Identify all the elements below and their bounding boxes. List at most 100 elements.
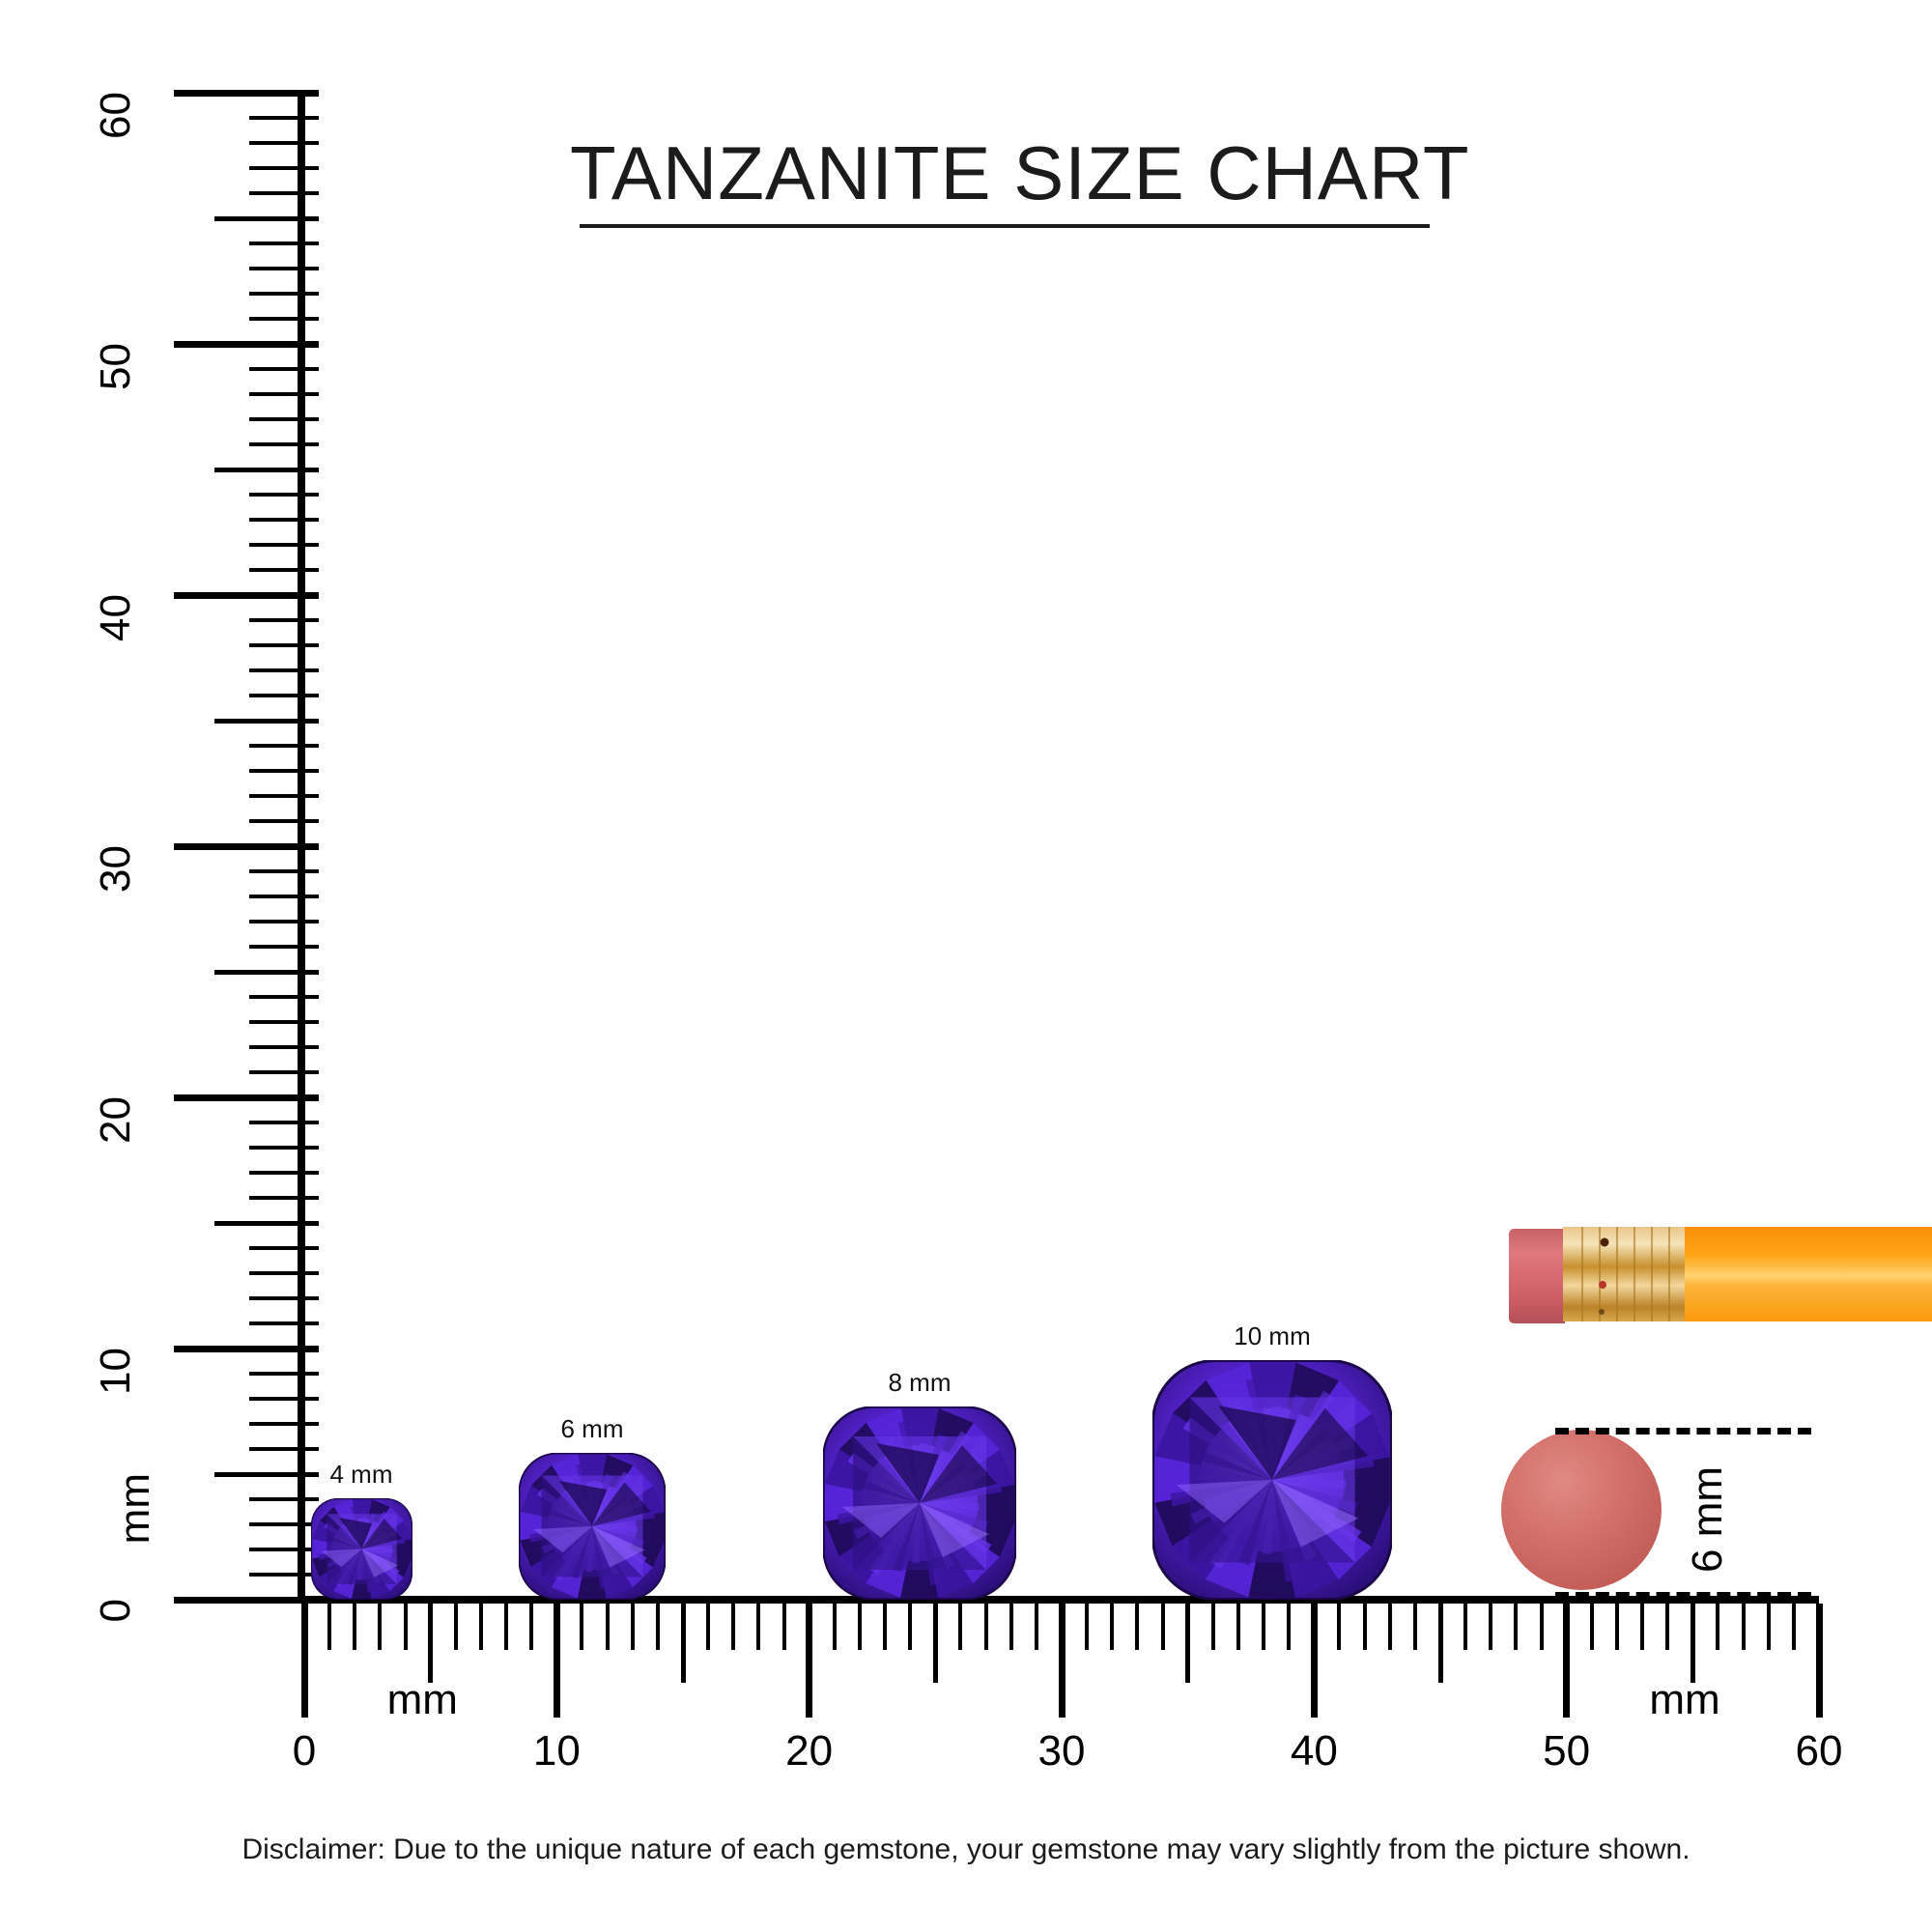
- horizontal-ruler-unit-label-2: mm: [1649, 1676, 1720, 1723]
- gemstone-label-8mm: 8 mm: [888, 1368, 952, 1397]
- gemstone-10mm: 10 mm: [1152, 1321, 1392, 1600]
- horizontal-ruler-tick-30: [1058, 1604, 1065, 1718]
- horizontal-ruler-tick-39: [1287, 1604, 1292, 1650]
- page-title: TANZANITE SIZE CHART: [570, 130, 1470, 215]
- horizontal-ruler-tick-33: [1135, 1604, 1140, 1650]
- vertical-ruler-tick-47: [249, 417, 319, 421]
- vertical-ruler-tick-33: [249, 769, 319, 773]
- horizontal-ruler-tick-40: [1310, 1604, 1318, 1718]
- horizontal-ruler-tick-6: [453, 1604, 458, 1650]
- horizontal-ruler-label-0: 0: [292, 1727, 317, 1775]
- horizontal-ruler-tick-42: [1362, 1604, 1367, 1650]
- vertical-ruler-tick-53: [249, 267, 319, 270]
- horizontal-ruler-tick-2: [353, 1604, 357, 1650]
- vertical-ruler-tick-35: [214, 718, 319, 724]
- horizontal-ruler-tick-23: [883, 1604, 888, 1650]
- dimension-line-top: [1555, 1428, 1811, 1435]
- vertical-ruler-tick-28: [249, 895, 319, 898]
- horizontal-ruler-tick-28: [1009, 1604, 1013, 1650]
- vertical-ruler-tick-55: [214, 215, 319, 221]
- horizontal-ruler-tick-44: [1412, 1604, 1417, 1650]
- horizontal-ruler-label-20: 20: [785, 1727, 834, 1775]
- page-title-block: TANZANITE SIZE CHART: [570, 130, 1470, 228]
- horizontal-ruler-tick-21: [832, 1604, 837, 1650]
- horizontal-ruler-tick-36: [1210, 1604, 1215, 1650]
- horizontal-ruler-tick-12: [605, 1604, 610, 1650]
- vertical-ruler-tick-48: [249, 392, 319, 396]
- vertical-ruler-tick-30: [174, 842, 319, 850]
- horizontal-ruler-tick-9: [529, 1604, 534, 1650]
- vertical-ruler-tick-45: [214, 467, 319, 472]
- horizontal-ruler-tick-56: [1716, 1604, 1720, 1650]
- vertical-ruler-tick-44: [249, 493, 319, 497]
- vertical-ruler-tick-18: [249, 1146, 319, 1150]
- vertical-ruler: 0 10 20 30 40 50 60 mm: [0, 0, 319, 1642]
- vertical-ruler-tick-39: [249, 618, 319, 622]
- vertical-ruler-tick-50: [174, 340, 319, 348]
- vertical-ruler-tick-1: [249, 1573, 319, 1577]
- horizontal-ruler-tick-15: [680, 1604, 686, 1683]
- vertical-ruler-tick-13: [249, 1271, 319, 1275]
- gemstone-label-6mm: 6 mm: [560, 1414, 624, 1443]
- vertical-ruler-tick-52: [249, 292, 319, 296]
- horizontal-ruler-tick-31: [1085, 1604, 1090, 1650]
- horizontal-ruler-tick-5: [428, 1604, 434, 1683]
- pencil-reference: [1507, 1215, 1932, 1341]
- horizontal-ruler-tick-17: [731, 1604, 736, 1650]
- vertical-ruler-tick-9: [249, 1372, 319, 1376]
- horizontal-ruler-label-60: 60: [1795, 1727, 1843, 1775]
- eraser-circle-icon: [1501, 1430, 1662, 1590]
- vertical-ruler-tick-19: [249, 1121, 319, 1124]
- horizontal-ruler-tick-19: [781, 1604, 786, 1650]
- horizontal-ruler-tick-48: [1514, 1604, 1519, 1650]
- vertical-ruler-tick-51: [249, 317, 319, 321]
- vertical-ruler-tick-23: [249, 1020, 319, 1024]
- vertical-ruler-tick-12: [249, 1296, 319, 1300]
- horizontal-ruler-tick-8: [504, 1604, 509, 1650]
- horizontal-ruler-label-10: 10: [532, 1727, 581, 1775]
- vertical-axis-baseline: [298, 93, 305, 1600]
- title-underline: [580, 224, 1430, 228]
- horizontal-ruler-tick-34: [1160, 1604, 1165, 1650]
- vertical-ruler-tick-17: [249, 1171, 319, 1175]
- horizontal-ruler-tick-13: [630, 1604, 635, 1650]
- horizontal-ruler-tick-0: [300, 1604, 308, 1718]
- horizontal-ruler-tick-25: [932, 1604, 938, 1683]
- vertical-ruler-tick-3: [249, 1522, 319, 1526]
- gemstone-6mm: 6 mm: [519, 1414, 666, 1600]
- vertical-ruler-tick-5: [214, 1471, 319, 1477]
- horizontal-ruler-tick-11: [580, 1604, 584, 1650]
- horizontal-ruler-label-30: 30: [1037, 1727, 1086, 1775]
- vertical-ruler-tick-34: [249, 744, 319, 748]
- horizontal-ruler-tick-32: [1110, 1604, 1115, 1650]
- horizontal-ruler-tick-1: [327, 1604, 332, 1650]
- horizontal-ruler-tick-38: [1262, 1604, 1266, 1650]
- vertical-ruler-tick-37: [249, 668, 319, 672]
- horizontal-ruler-tick-29: [1034, 1604, 1038, 1650]
- vertical-ruler-tick-4: [249, 1497, 319, 1501]
- horizontal-ruler-tick-50: [1563, 1604, 1571, 1718]
- horizontal-ruler-tick-46: [1463, 1604, 1468, 1650]
- vertical-ruler-tick-59: [249, 116, 319, 120]
- horizontal-ruler-tick-10: [553, 1604, 560, 1718]
- horizontal-ruler-tick-59: [1791, 1604, 1796, 1650]
- horizontal-ruler-tick-54: [1665, 1604, 1670, 1650]
- horizontal-ruler-tick-60: [1815, 1604, 1823, 1718]
- horizontal-ruler-tick-47: [1489, 1604, 1493, 1650]
- gemstone-8mm: 8 mm: [823, 1368, 1016, 1600]
- horizontal-ruler-tick-55: [1690, 1604, 1695, 1683]
- vertical-ruler-tick-36: [249, 694, 319, 697]
- vertical-ruler-tick-15: [214, 1220, 319, 1226]
- vertical-ruler-tick-46: [249, 442, 319, 446]
- horizontal-ruler-tick-4: [403, 1604, 408, 1650]
- vertical-ruler-tick-20: [174, 1094, 319, 1101]
- vertical-ruler-tick-21: [249, 1070, 319, 1074]
- vertical-ruler-tick-57: [249, 166, 319, 170]
- gemstone-icon: [1152, 1360, 1392, 1600]
- vertical-ruler-tick-0: [174, 1596, 319, 1604]
- horizontal-ruler-tick-3: [378, 1604, 383, 1650]
- horizontal-ruler-tick-35: [1185, 1604, 1191, 1683]
- horizontal-ruler-tick-24: [908, 1604, 913, 1650]
- horizontal-ruler-tick-52: [1614, 1604, 1619, 1650]
